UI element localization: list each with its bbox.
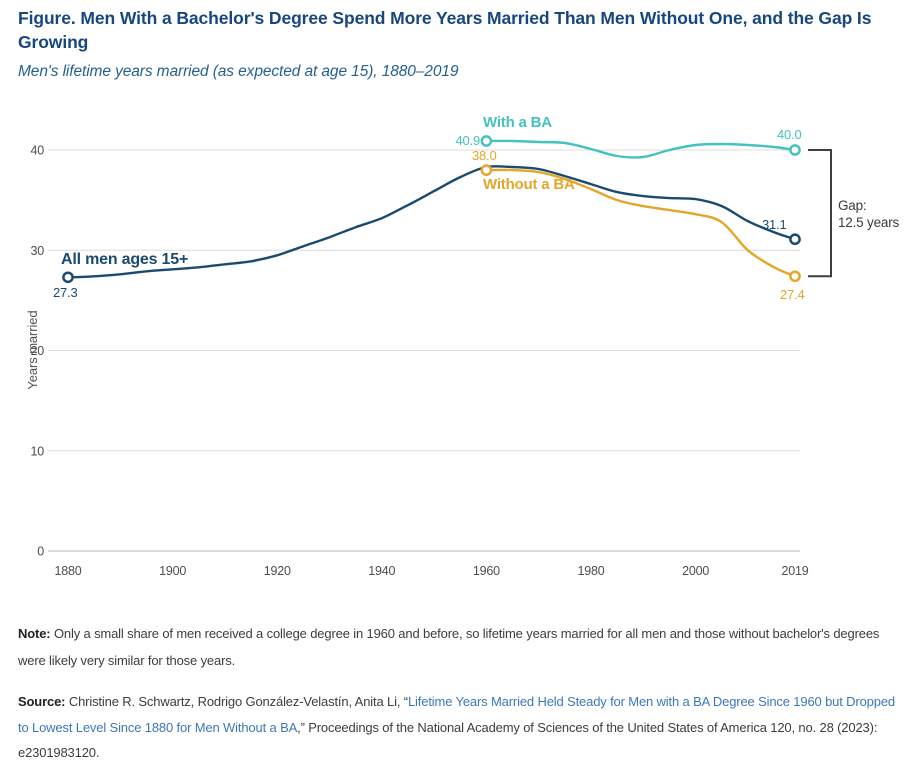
series-line-with-a-ba <box>485 139 797 159</box>
x-tick-label-1920: 1920 <box>264 564 291 578</box>
value-label-without-ba-start: 38.0 <box>472 148 497 163</box>
marker-all-men-ages-15-end <box>789 233 801 246</box>
y-tick-label-20: 20 <box>30 344 44 358</box>
x-tick-label-1900: 1900 <box>159 564 186 578</box>
chart-canvas: 0 10 20 30 40 1880 1900 1920 1940 1960 1980 2000 201… <box>30 135 832 578</box>
line-chart: 0 10 20 30 40 1880 1900 1920 1940 1960 1980 2000 201… <box>0 100 910 590</box>
source-label: Source: <box>18 694 66 709</box>
note-text: Only a small share of men received a col… <box>18 626 880 668</box>
x-tick-label-1880: 1880 <box>54 564 81 578</box>
marker-with-a-ba-start <box>480 135 493 147</box>
marker-without-a-ba-end <box>789 270 801 283</box>
figure-title: Figure. Men With a Bachelor's Degree Spe… <box>18 8 872 53</box>
gap-annotation-label: Gap: <box>838 198 867 213</box>
value-label-with-ba-start: 40.9 <box>455 133 480 148</box>
y-tick-label-30: 30 <box>30 244 44 258</box>
x-tick-label-1960: 1960 <box>473 564 500 578</box>
series-line-all-men-ages-15 <box>66 165 797 279</box>
figure-subtitle: Men's lifetime years married (as expecte… <box>18 63 459 80</box>
series-label-with-ba: With a BA <box>483 114 552 131</box>
x-tick-label-1980: 1980 <box>577 564 604 578</box>
marker-all-men-ages-15-start <box>62 271 74 284</box>
value-label-without-ba-end: 27.4 <box>780 287 805 302</box>
source-citation-link[interactable]: Lifetime Years Married Held Steady for M… <box>18 694 895 735</box>
x-tick-label-1940: 1940 <box>368 564 395 578</box>
value-label-all-men-end: 31.1 <box>762 217 787 232</box>
source-text-before-link: Christine R. Schwartz, Rodrigo González-… <box>68 694 408 709</box>
y-tick-label-40: 40 <box>30 144 44 158</box>
x-tick-label-2000: 2000 <box>682 564 709 578</box>
series-label-all-men: All men ages 15+ <box>61 251 189 268</box>
marker-with-a-ba-end <box>789 144 801 156</box>
series-line-without-a-ba <box>485 168 797 278</box>
gap-annotation-value: 12.5 years <box>838 215 900 230</box>
y-axis-title: Years married <box>25 310 40 390</box>
value-label-all-men-start: 27.3 <box>53 285 78 300</box>
gap-annotation: Gap: 12.5 years <box>838 197 899 231</box>
source-text-after-link: ,” Proceedings of the National Academy o… <box>18 719 878 761</box>
value-label-with-ba-end: 40.0 <box>777 127 802 142</box>
note-label: Note: <box>18 626 51 641</box>
marker-without-a-ba-start <box>480 164 493 176</box>
gap-bracket <box>808 149 832 278</box>
y-tick-label-0: 0 <box>37 545 44 559</box>
figure-note: Note: Only a small share of men received… <box>18 620 895 674</box>
series-label-without-ba: Without a BA <box>483 176 575 193</box>
figure-source: Source: Christine R. Schwartz, Rodrigo G… <box>18 689 895 766</box>
y-tick-label-10: 10 <box>30 444 44 458</box>
x-tick-label-2019: 2019 <box>781 564 808 578</box>
